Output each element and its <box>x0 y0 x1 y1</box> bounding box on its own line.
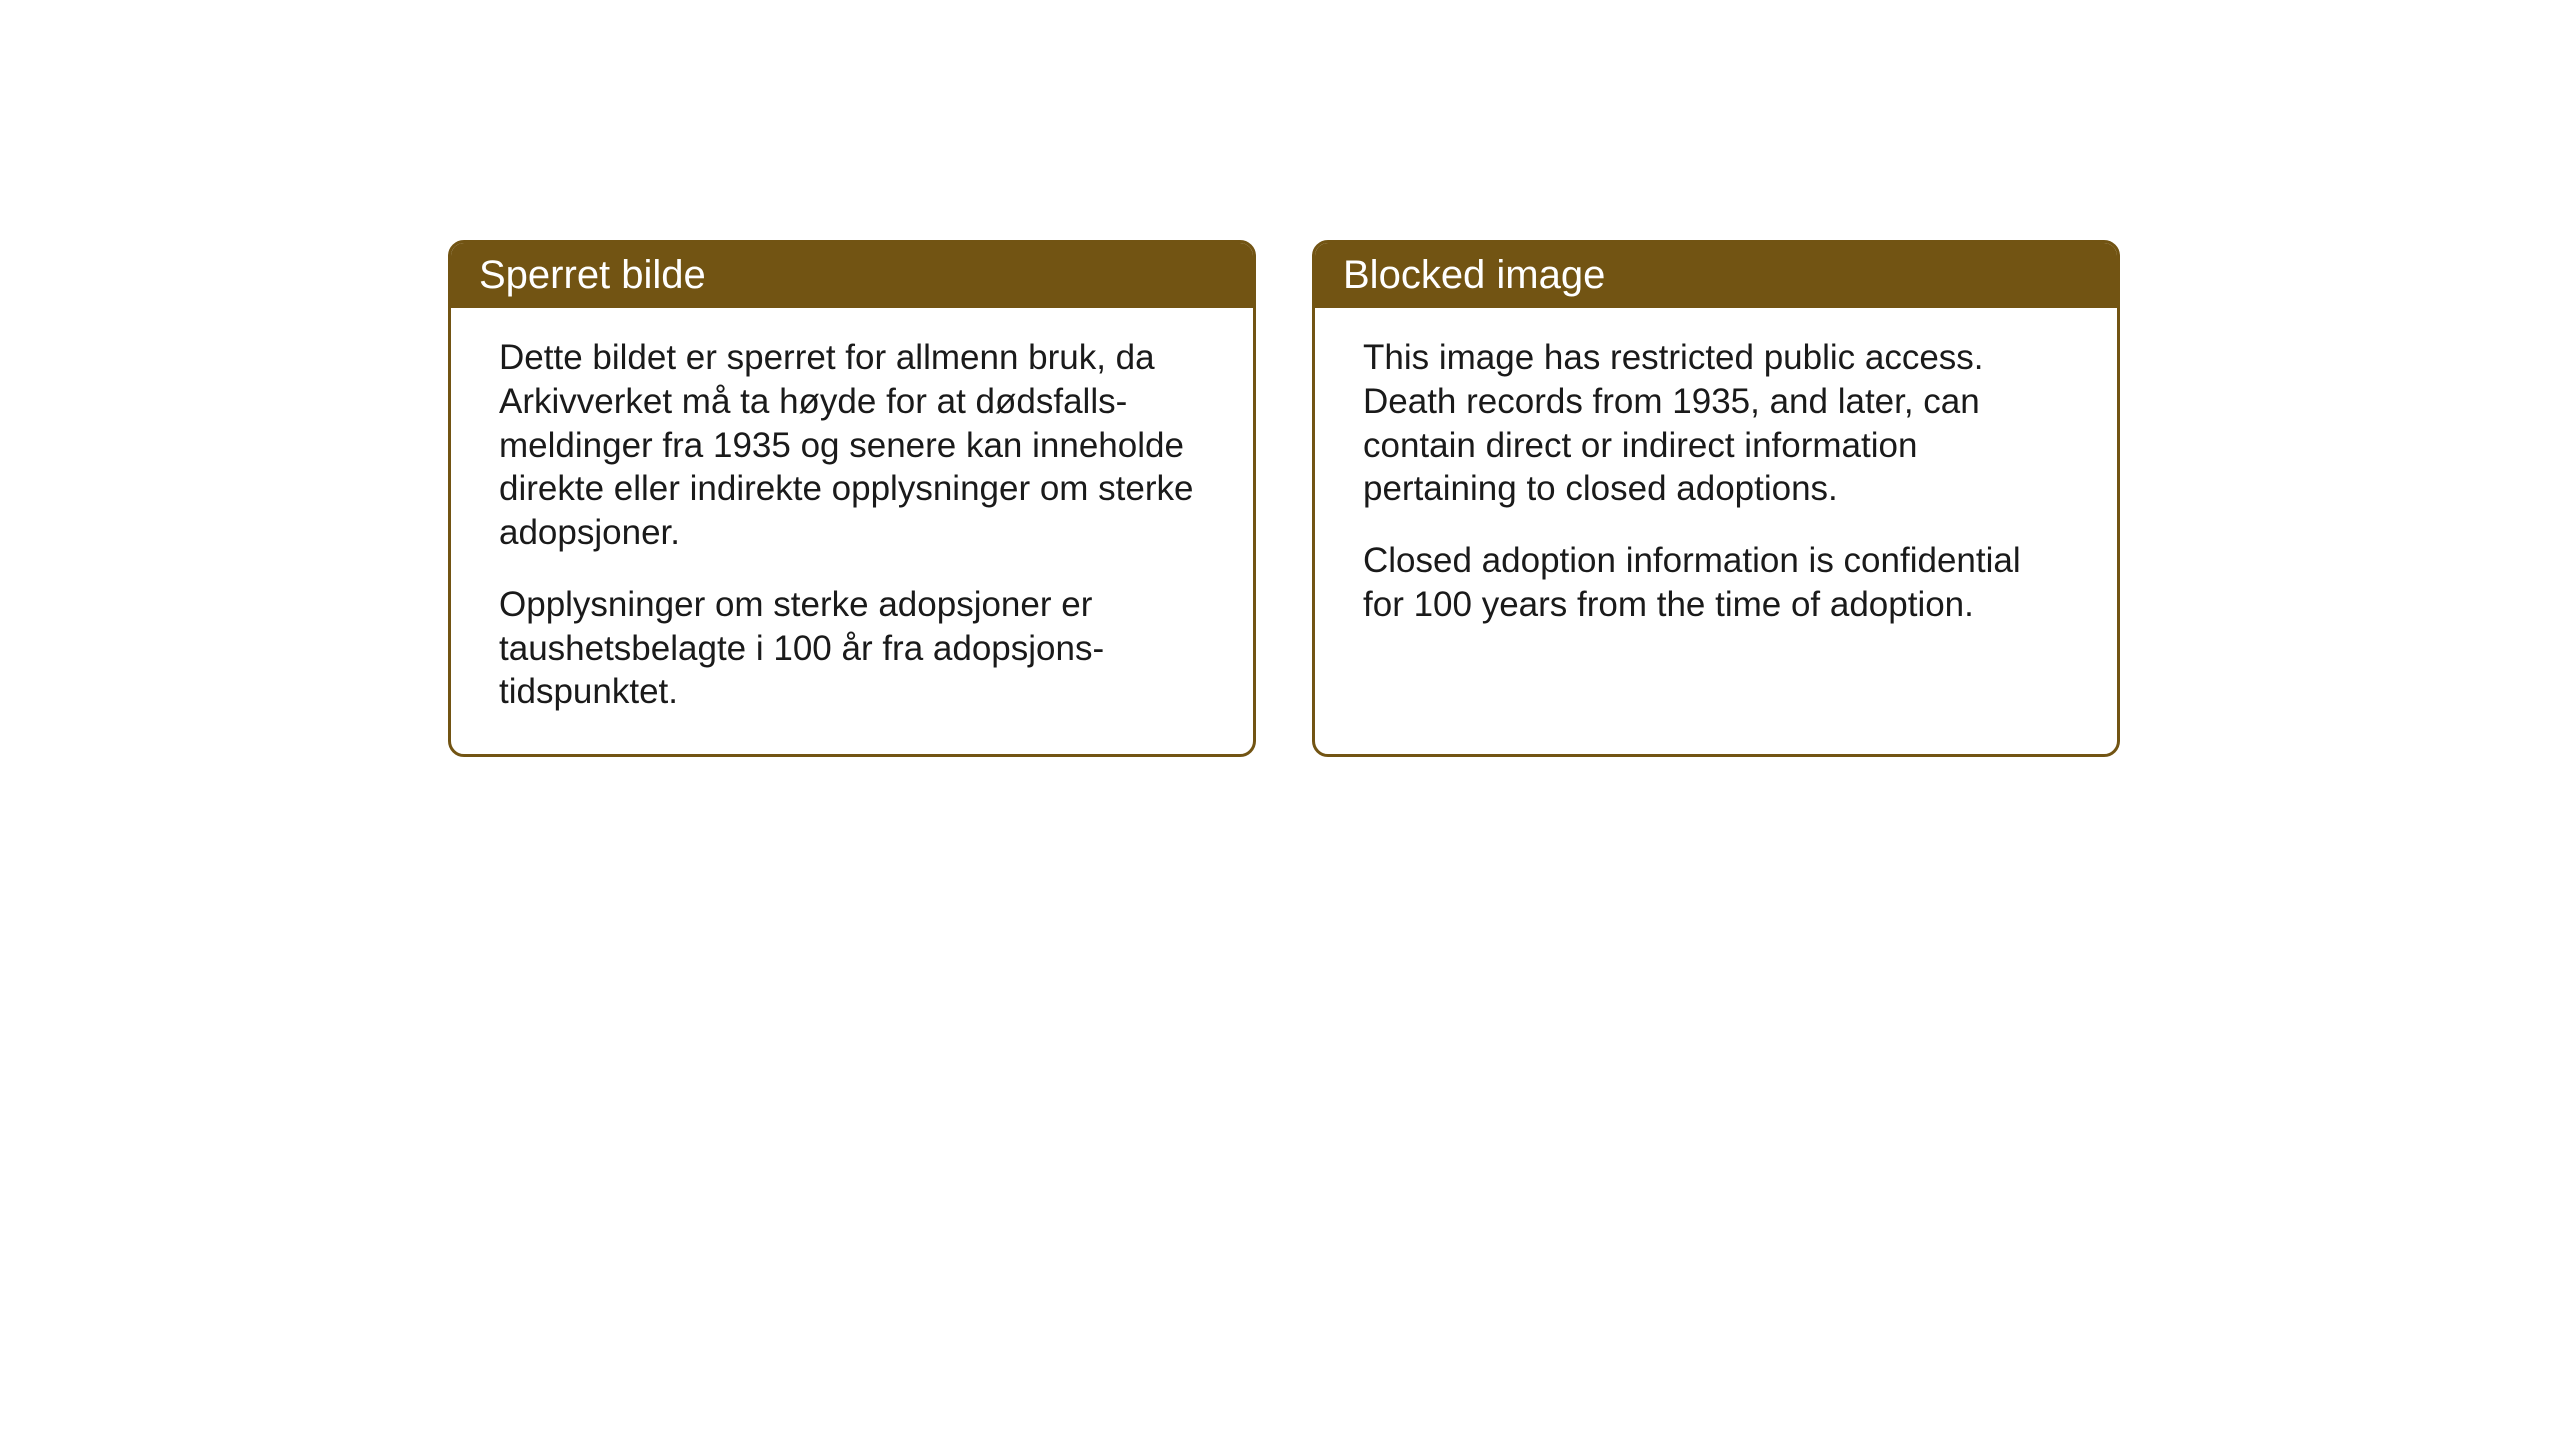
english-card-title: Blocked image <box>1315 243 2117 308</box>
norwegian-paragraph-2: Opplysninger om sterke adopsjoner er tau… <box>499 583 1205 714</box>
notice-cards-container: Sperret bilde Dette bildet er sperret fo… <box>448 240 2120 757</box>
norwegian-notice-card: Sperret bilde Dette bildet er sperret fo… <box>448 240 1256 757</box>
norwegian-card-title: Sperret bilde <box>451 243 1253 308</box>
norwegian-paragraph-1: Dette bildet er sperret for allmenn bruk… <box>499 336 1205 555</box>
english-paragraph-1: This image has restricted public access.… <box>1363 336 2069 511</box>
english-card-body: This image has restricted public access.… <box>1315 308 2117 667</box>
norwegian-card-body: Dette bildet er sperret for allmenn bruk… <box>451 308 1253 754</box>
english-notice-card: Blocked image This image has restricted … <box>1312 240 2120 757</box>
english-paragraph-2: Closed adoption information is confident… <box>1363 539 2069 627</box>
